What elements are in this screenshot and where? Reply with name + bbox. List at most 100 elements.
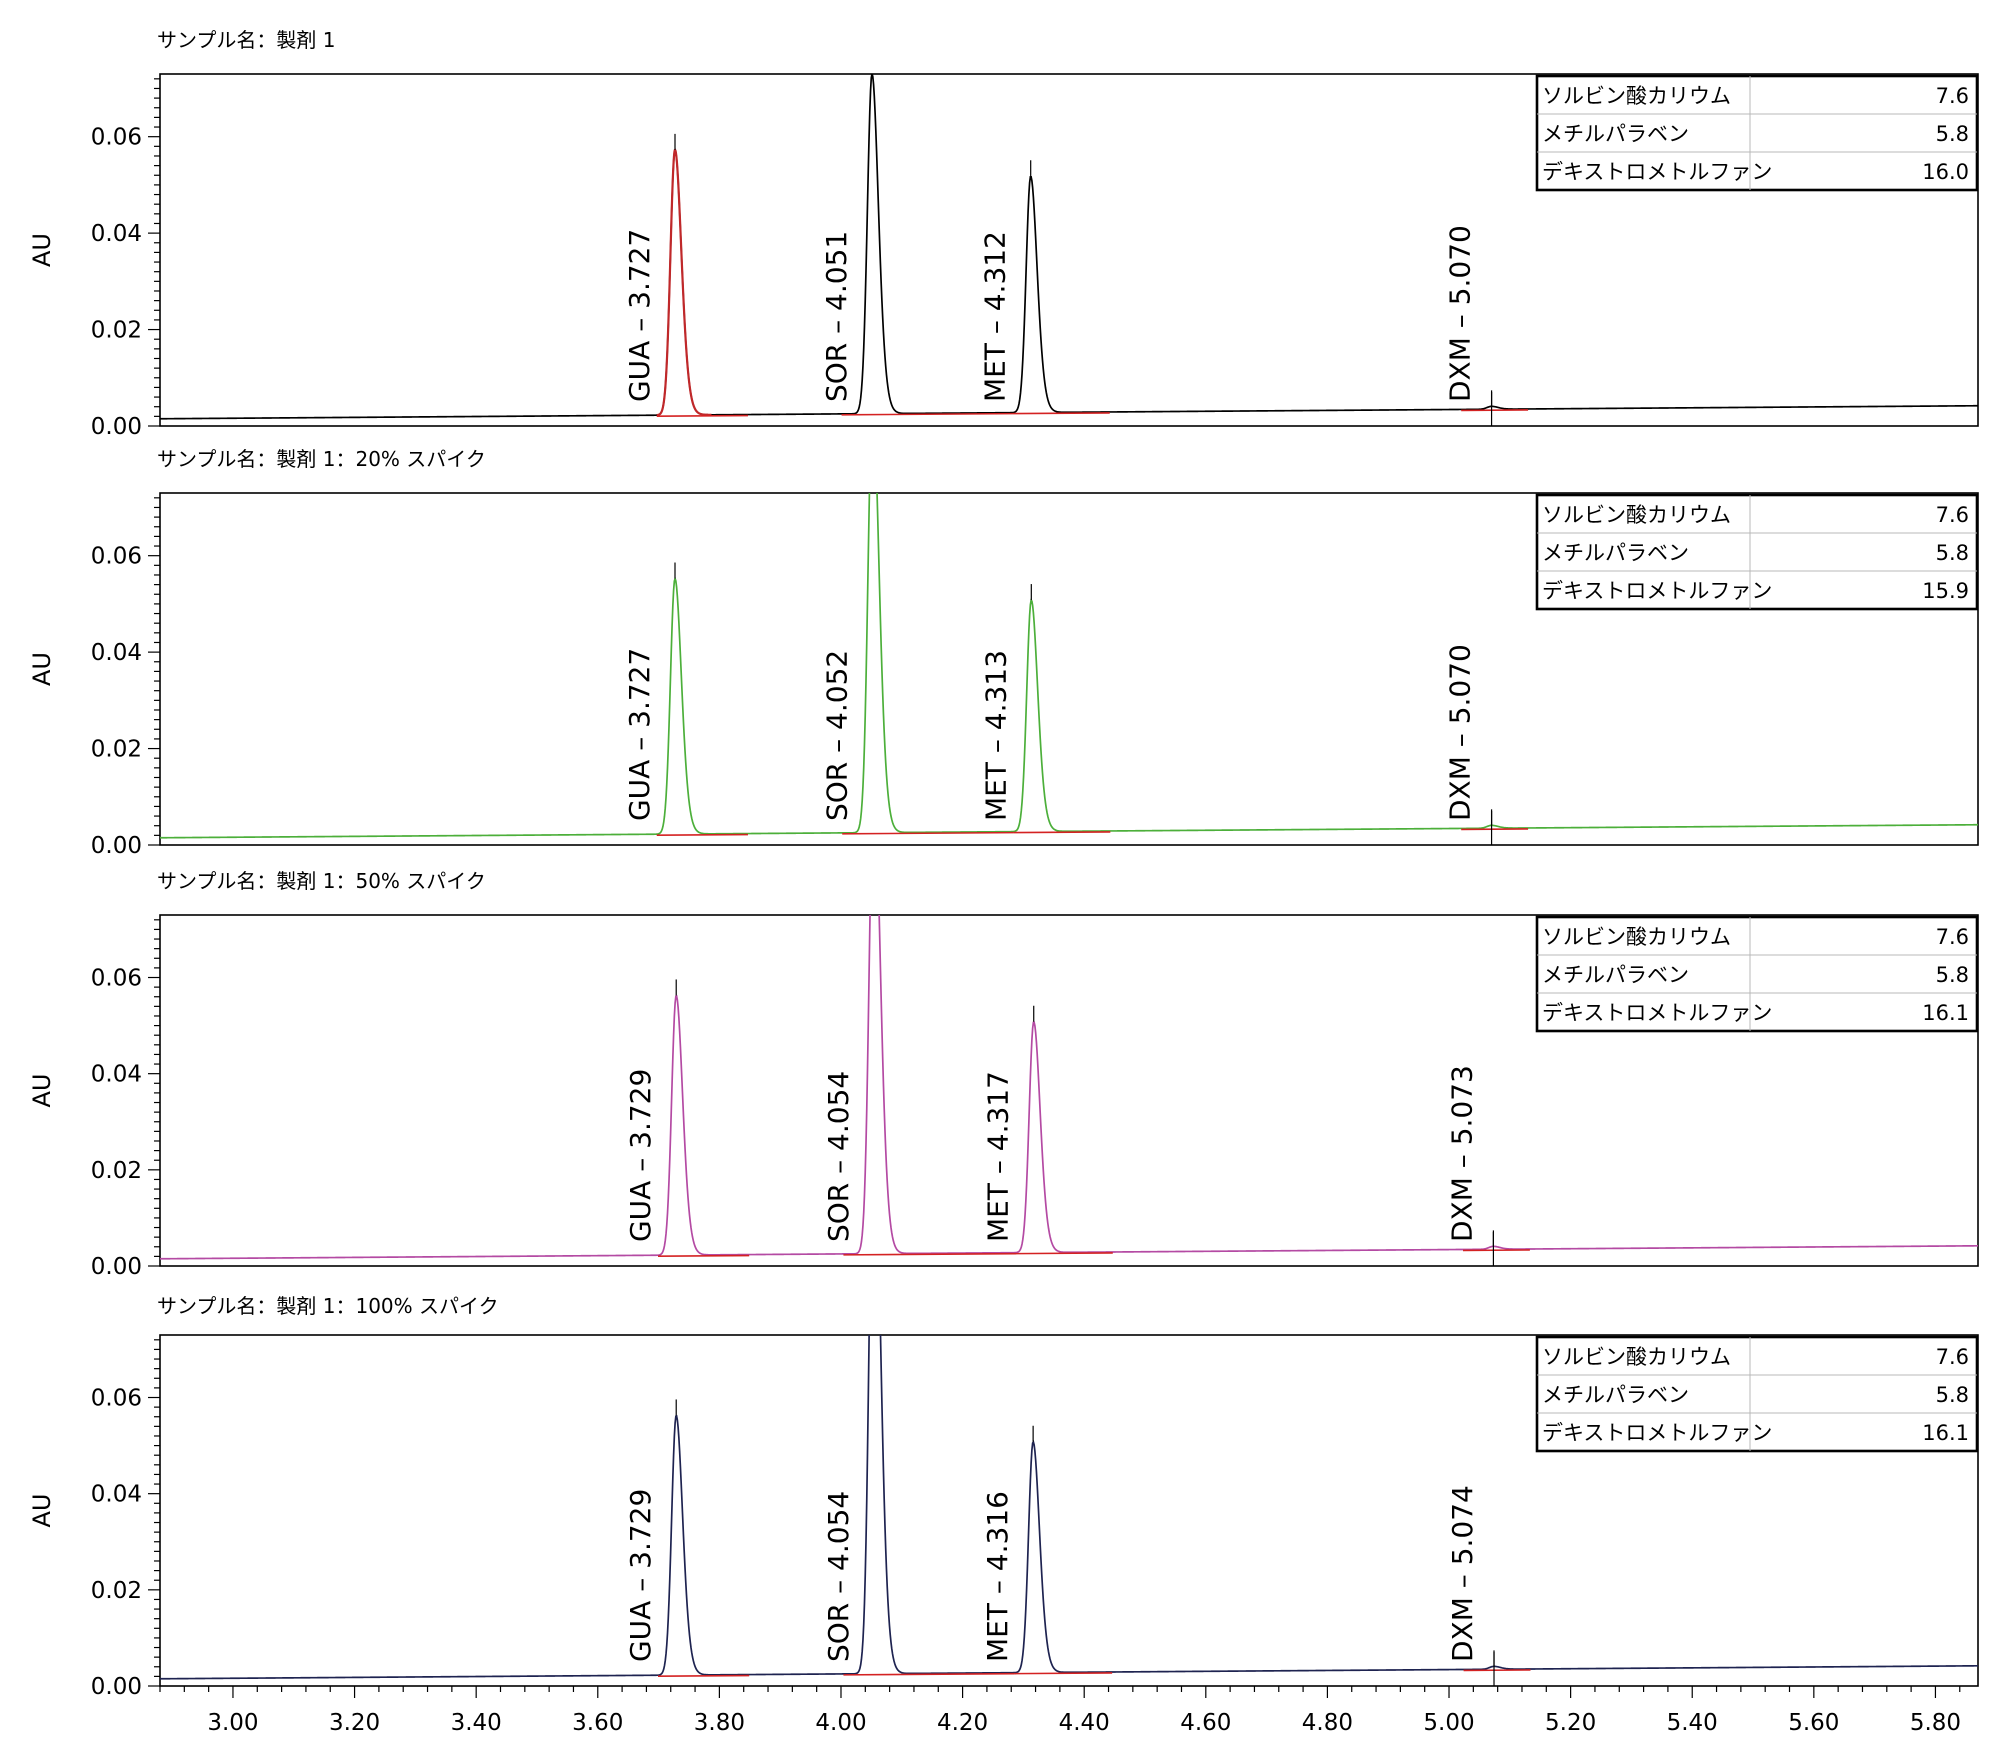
- x-tick-label: 4.80: [1302, 1710, 1353, 1736]
- result-table-name: メチルパラベン: [1542, 122, 1689, 146]
- y-axis-label: AU: [28, 1494, 56, 1528]
- y-tick-label: 0.00: [91, 414, 142, 440]
- integration-baseline: [658, 1676, 749, 1677]
- result-table-name: デキストロメトルファン: [1542, 579, 1772, 603]
- y-axis-label: AU: [28, 652, 56, 686]
- x-tick-label: 5.40: [1667, 1710, 1718, 1736]
- integration-baseline: [842, 414, 1013, 415]
- integration-baseline: [1013, 832, 1110, 833]
- integration-baseline: [657, 835, 748, 836]
- result-table-name: ソルビン酸カリウム: [1542, 84, 1731, 108]
- peak-label: GUA – 3.727: [623, 229, 656, 402]
- y-tick-label: 0.00: [91, 1674, 142, 1700]
- integration-baseline: [1015, 1673, 1112, 1674]
- result-table-value: 7.6: [1936, 503, 1969, 527]
- panel-title: サンプル名：製剤 1：50% スパイク: [157, 869, 486, 893]
- y-tick-label: 0.04: [91, 640, 142, 666]
- result-table: ソルビン酸カリウム 7.6 メチルパラベン 5.8 デキストロメトルファン 15.9: [1537, 495, 1977, 609]
- y-axis-label: AU: [28, 1074, 56, 1108]
- x-tick-label: 3.20: [329, 1710, 380, 1736]
- y-tick-label: 0.04: [91, 221, 142, 247]
- x-tick-label: 4.60: [1180, 1710, 1231, 1736]
- peak-label: DXM – 5.070: [1444, 225, 1477, 402]
- y-tick-label: 0.06: [91, 544, 142, 570]
- result-table-value: 5.8: [1936, 122, 1969, 146]
- result-table-value: 16.0: [1922, 160, 1969, 184]
- result-table-name: ソルビン酸カリウム: [1542, 1345, 1731, 1369]
- peak-label: DXM – 5.070: [1444, 644, 1477, 821]
- y-tick-label: 0.00: [91, 833, 142, 859]
- y-tick-label: 0.02: [91, 318, 142, 344]
- peak-label: SOR – 4.054: [822, 1071, 855, 1242]
- y-tick-label: 0.00: [91, 1254, 142, 1280]
- peak-label: SOR – 4.051: [820, 231, 853, 402]
- y-axis-label: AU: [28, 233, 56, 267]
- integration-baseline: [843, 1674, 1014, 1675]
- integration-baseline: [658, 1256, 749, 1257]
- result-table-name: デキストロメトルファン: [1542, 160, 1772, 184]
- x-tick-label: 3.00: [207, 1710, 258, 1736]
- peak-label: DXM – 5.074: [1446, 1485, 1479, 1662]
- result-table-value: 16.1: [1922, 1421, 1969, 1445]
- x-tick-label: 4.20: [937, 1710, 988, 1736]
- result-table: ソルビン酸カリウム 7.6 メチルパラベン 5.8 デキストロメトルファン 16.0: [1537, 76, 1977, 190]
- result-table-value: 5.8: [1936, 963, 1969, 987]
- peak-label: DXM – 5.073: [1445, 1065, 1478, 1242]
- integration-baseline: [1015, 1253, 1112, 1254]
- x-axis: 3.00 3.20 3.40 3.60 3.80 4.00 4.20 4.40 4.60 4.80…: [160, 1686, 1961, 1736]
- peak-label: MET – 4.317: [982, 1071, 1015, 1242]
- y-tick-label: 0.02: [91, 1158, 142, 1184]
- panel-title: サンプル名：製剤 1：20% スパイク: [157, 447, 486, 471]
- result-table-name: デキストロメトルファン: [1542, 1421, 1772, 1445]
- peak-label: SOR – 4.054: [822, 1491, 855, 1662]
- result-table-name: ソルビン酸カリウム: [1542, 503, 1731, 527]
- chromatogram-panel-3: サンプル名：製剤 1：50% スパイク AU 0.00 0.02 0.04 0.06 GUA…: [28, 774, 1978, 1280]
- x-tick-label: 3.40: [451, 1710, 502, 1736]
- integrated-peak-highlight: [657, 150, 712, 415]
- result-table-value: 7.6: [1936, 84, 1969, 108]
- integration-baseline: [843, 1254, 1015, 1255]
- result-table-value: 5.8: [1936, 541, 1969, 565]
- result-table-name: ソルビン酸カリウム: [1542, 925, 1731, 949]
- integration-baseline: [1012, 413, 1109, 414]
- y-tick-label: 0.02: [91, 737, 142, 763]
- x-tick-label: 5.80: [1910, 1710, 1961, 1736]
- x-tick-label: 5.60: [1788, 1710, 1839, 1736]
- peak-label: GUA – 3.729: [624, 1489, 657, 1662]
- panel-title: サンプル名：製剤 1: [157, 28, 335, 52]
- y-tick-label: 0.06: [91, 125, 142, 151]
- chromatogram-panel-1: サンプル名：製剤 1 AU 0.00 0.02 0.04 0.06 GUA – 3.727 S…: [28, 28, 1978, 440]
- y-tick-label: 0.06: [91, 1386, 142, 1412]
- chromatogram-panel-2: サンプル名：製剤 1：20% スパイク AU 0.00 0.02 0.04 0.06 GUA…: [28, 399, 1978, 859]
- integration-baseline: [657, 416, 748, 417]
- x-tick-label: 3.80: [694, 1710, 745, 1736]
- result-table-name: メチルパラベン: [1542, 541, 1689, 565]
- result-table-value: 7.6: [1936, 925, 1969, 949]
- peak-label: GUA – 3.729: [624, 1069, 657, 1242]
- x-tick-label: 5.00: [1423, 1710, 1474, 1736]
- result-table-name: メチルパラベン: [1542, 1383, 1689, 1407]
- result-table-value: 15.9: [1922, 579, 1969, 603]
- y-tick-label: 0.02: [91, 1578, 142, 1604]
- peak-label: MET – 4.312: [979, 231, 1012, 402]
- x-tick-label: 4.00: [815, 1710, 866, 1736]
- result-table-value: 7.6: [1936, 1345, 1969, 1369]
- integration-baseline: [842, 833, 1013, 834]
- x-tick-label: 3.60: [572, 1710, 623, 1736]
- y-tick-label: 0.06: [91, 966, 142, 992]
- result-table: ソルビン酸カリウム 7.6 メチルパラベン 5.8 デキストロメトルファン 16.1: [1537, 1337, 1977, 1451]
- x-tick-label: 5.20: [1545, 1710, 1596, 1736]
- y-tick-label: 0.04: [91, 1062, 142, 1088]
- result-table-name: メチルパラベン: [1542, 963, 1689, 987]
- result-table: ソルビン酸カリウム 7.6 メチルパラベン 5.8 デキストロメトルファン 16.1: [1537, 917, 1977, 1031]
- y-tick-label: 0.04: [91, 1482, 142, 1508]
- result-table-name: デキストロメトルファン: [1542, 1001, 1772, 1025]
- peak-label: GUA – 3.727: [623, 648, 656, 821]
- result-table-value: 16.1: [1922, 1001, 1969, 1025]
- peak-label: MET – 4.313: [979, 650, 1012, 821]
- peak-label: MET – 4.316: [981, 1491, 1014, 1662]
- result-table-value: 5.8: [1936, 1383, 1969, 1407]
- x-tick-label: 4.40: [1059, 1710, 1110, 1736]
